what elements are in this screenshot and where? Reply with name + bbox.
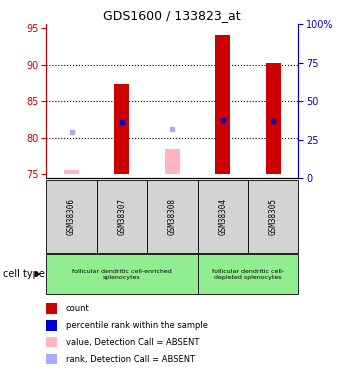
Bar bbox=[46, 180, 97, 253]
Bar bbox=[198, 180, 248, 253]
Text: GSM38308: GSM38308 bbox=[168, 198, 177, 235]
Text: follicular dendritic cell-
depleted splenocytes: follicular dendritic cell- depleted sple… bbox=[212, 269, 284, 279]
Bar bbox=[46, 254, 198, 294]
Bar bbox=[97, 180, 147, 253]
Bar bbox=[215, 35, 230, 174]
Bar bbox=[114, 84, 130, 174]
Bar bbox=[198, 254, 298, 294]
Bar bbox=[248, 180, 298, 253]
Text: count: count bbox=[66, 304, 90, 313]
Bar bbox=[64, 170, 79, 174]
Bar bbox=[265, 63, 281, 174]
Text: GSM38307: GSM38307 bbox=[117, 198, 127, 235]
Text: cell type: cell type bbox=[3, 269, 45, 279]
Text: GDS1600 / 133823_at: GDS1600 / 133823_at bbox=[103, 9, 240, 22]
Text: follicular dendritic cell-enriched
splenocytes: follicular dendritic cell-enriched splen… bbox=[72, 269, 172, 279]
Text: GSM38306: GSM38306 bbox=[67, 198, 76, 235]
Bar bbox=[147, 180, 198, 253]
Text: GSM38305: GSM38305 bbox=[269, 198, 278, 235]
Text: value, Detection Call = ABSENT: value, Detection Call = ABSENT bbox=[66, 338, 199, 346]
Text: rank, Detection Call = ABSENT: rank, Detection Call = ABSENT bbox=[66, 355, 195, 364]
Text: GSM38304: GSM38304 bbox=[218, 198, 227, 235]
Bar bbox=[165, 149, 180, 174]
Text: percentile rank within the sample: percentile rank within the sample bbox=[66, 321, 208, 330]
